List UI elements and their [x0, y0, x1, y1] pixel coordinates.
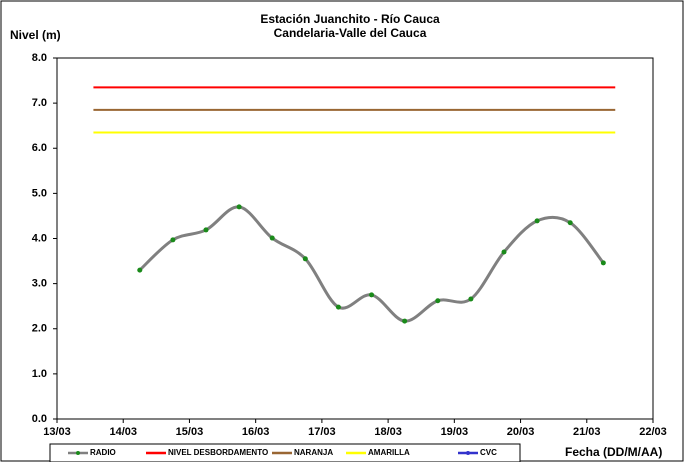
point	[600, 260, 606, 266]
x-tick-label: 13/03	[43, 426, 71, 438]
legend-label: AMARILLA	[368, 448, 410, 457]
chart-title: Estación Juanchito - Río Cauca	[260, 12, 440, 26]
y-tick-label: 6.0	[32, 142, 47, 154]
legend-marker	[76, 451, 80, 455]
x-tick-label: 17/03	[308, 426, 336, 438]
point	[468, 296, 474, 302]
x-tick-label: 15/03	[176, 426, 204, 438]
point	[203, 227, 209, 233]
point	[137, 267, 143, 273]
point	[269, 235, 275, 241]
point	[435, 298, 441, 304]
point	[567, 220, 573, 226]
point	[369, 292, 375, 298]
legend-label: NIVEL DESBORDAMENTO	[168, 448, 268, 457]
legend-marker	[466, 451, 470, 455]
y-tick-label: 2.0	[32, 323, 47, 335]
y-axis-label: Nivel (m)	[10, 28, 61, 42]
legend-label: NARANJA	[294, 448, 333, 457]
y-tick-label: 4.0	[32, 232, 47, 244]
legend-label: CVC	[480, 448, 497, 457]
y-tick-label: 3.0	[32, 278, 47, 290]
point	[170, 237, 176, 243]
legend-label: RADIO	[90, 448, 116, 457]
y-tick-label: 5.0	[32, 187, 47, 199]
x-tick-label: 14/03	[109, 426, 137, 438]
x-tick-label: 20/03	[507, 426, 535, 438]
x-tick-label: 16/03	[242, 426, 270, 438]
x-tick-label: 22/03	[639, 426, 667, 438]
x-axis-label: Fecha (DD/M/AA)	[565, 445, 662, 459]
x-tick-label: 21/03	[573, 426, 601, 438]
point	[402, 318, 408, 324]
point	[501, 249, 507, 255]
y-tick-label: 0.0	[32, 413, 47, 425]
x-tick-label: 18/03	[374, 426, 402, 438]
y-tick-label: 7.0	[32, 97, 47, 109]
point	[534, 218, 540, 224]
y-tick-label: 8.0	[32, 52, 47, 64]
point	[302, 256, 308, 262]
x-tick-label: 19/03	[441, 426, 469, 438]
chart-subtitle: Candelaria-Valle del Cauca	[274, 26, 427, 40]
y-tick-label: 1.0	[32, 368, 47, 380]
point	[335, 304, 341, 310]
point	[236, 204, 242, 210]
